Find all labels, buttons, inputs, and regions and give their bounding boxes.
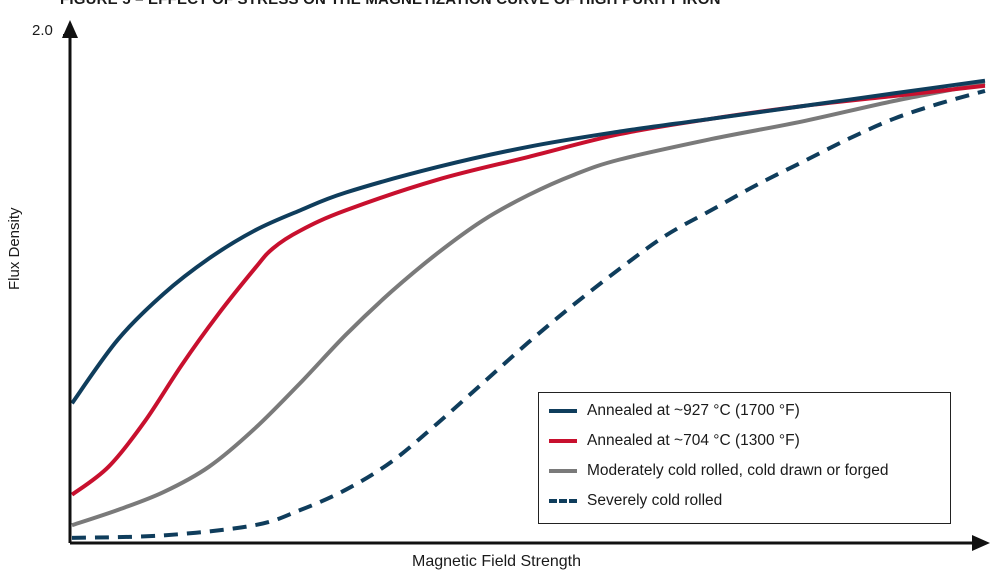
series-line-4 [71, 88, 986, 540]
legend-item: Severely cold rolled [549, 491, 722, 511]
y-axis-arrow-icon [62, 20, 78, 38]
series-layer [70, 78, 986, 540]
legend-swatch [549, 499, 577, 503]
legend-item: Annealed at ~927 °C (1700 °F) [549, 401, 800, 421]
legend-label: Annealed at ~927 °C (1700 °F) [587, 402, 800, 419]
y-tick-label: 2.0 [32, 22, 53, 39]
x-axis-label: Magnetic Field Strength [412, 553, 581, 570]
chart-title: FIGURE 5 – EFFECT OF STRESS ON THE MAGNE… [60, 0, 721, 8]
legend-swatch [549, 409, 577, 413]
legend-item: Moderately cold rolled, cold drawn or fo… [549, 461, 889, 481]
legend-label: Severely cold rolled [587, 492, 723, 509]
legend-swatch [549, 469, 577, 473]
legend-item: Annealed at ~704 °C (1300 °F) [549, 431, 800, 451]
series-line-1 [70, 78, 986, 405]
chart-legend: Annealed at ~927 °C (1700 °F) Annealed a… [538, 392, 951, 524]
x-axis-arrow-icon [972, 535, 990, 551]
series-line-3 [71, 81, 986, 528]
legend-swatch [549, 439, 577, 443]
legend-label: Annealed at ~704 °C (1300 °F) [587, 432, 800, 449]
legend-label: Moderately cold rolled, cold drawn or fo… [587, 462, 889, 479]
